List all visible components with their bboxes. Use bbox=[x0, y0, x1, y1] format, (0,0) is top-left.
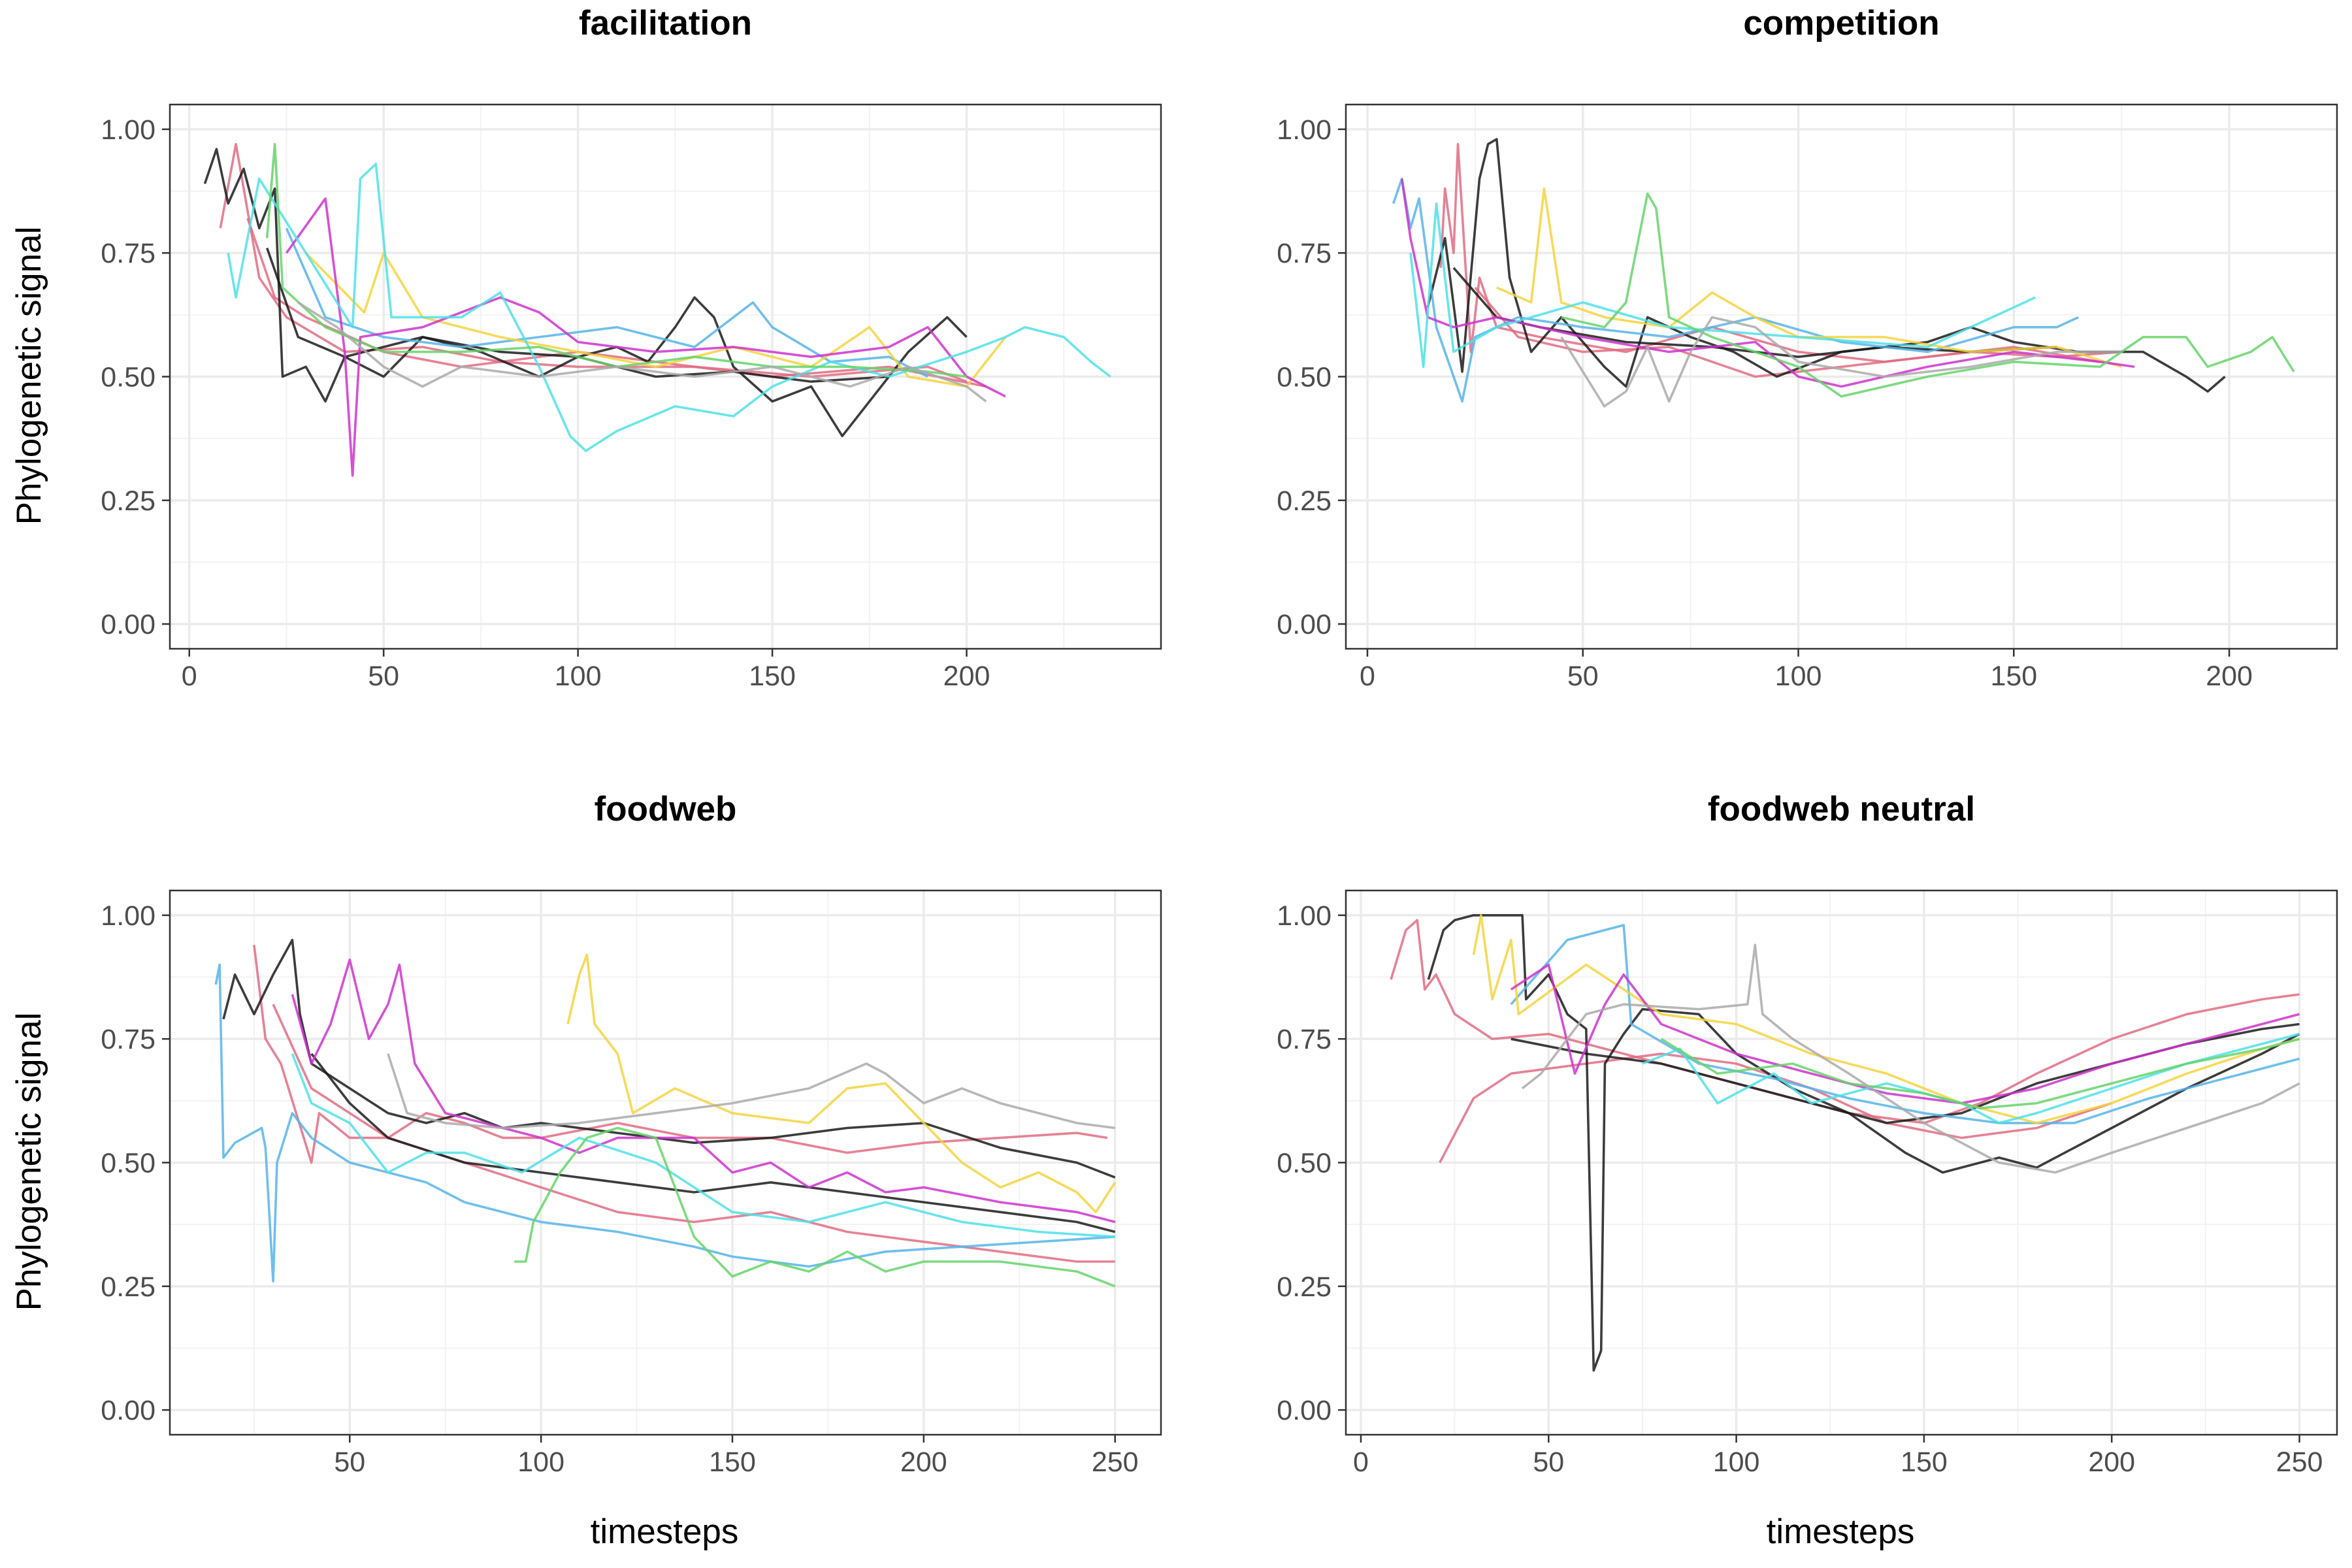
series-line-cyan bbox=[291, 1053, 1115, 1238]
y-axis-label-bottom: Phylogenetic signal bbox=[10, 1013, 48, 1311]
series-line-grey bbox=[1521, 943, 2300, 1174]
y-tick-label: 1.00 bbox=[1277, 114, 1331, 146]
y-tick-label: 0.25 bbox=[1277, 485, 1331, 517]
y-tick-label: 0.75 bbox=[1277, 1024, 1331, 1055]
series-line-blue bbox=[1392, 177, 2080, 403]
panel-0: 0 50 100 150 200 0.00 0.25 0.50 0.75 1.00 facilita… bbox=[101, 4, 1162, 692]
y-tick-label: 0.00 bbox=[101, 609, 155, 640]
y-tick-label: 0.75 bbox=[101, 1024, 155, 1055]
series-line-black bbox=[203, 148, 968, 438]
y-tick-label: 0.25 bbox=[101, 485, 155, 517]
series-line-black bbox=[266, 248, 889, 383]
x-tick-label: 50 bbox=[368, 661, 399, 692]
series-line-black bbox=[222, 938, 1116, 1179]
x-tick-label: 150 bbox=[709, 1446, 756, 1478]
series-line-green bbox=[265, 142, 967, 378]
y-axis-label-top: Phylogenetic signal bbox=[10, 227, 48, 525]
x-tick-label: 50 bbox=[334, 1446, 365, 1478]
y-tick-label: 0.25 bbox=[1277, 1271, 1331, 1303]
series-line-green bbox=[1660, 1037, 2300, 1109]
series-line-cyan bbox=[1409, 202, 2036, 368]
series-line-yellow bbox=[304, 252, 1007, 388]
panel-title: facilitation bbox=[579, 4, 752, 42]
y-tick-label: 0.50 bbox=[1277, 1148, 1331, 1179]
y-tick-label: 0.00 bbox=[1277, 1395, 1331, 1426]
x-tick-label: 100 bbox=[1713, 1446, 1760, 1478]
x-tick-label: 100 bbox=[517, 1446, 564, 1478]
x-tick-label: 100 bbox=[555, 661, 602, 692]
series-line-green bbox=[1561, 192, 2295, 398]
panel-title: foodweb neutral bbox=[1708, 790, 1975, 828]
series-line-grey bbox=[387, 1053, 1115, 1130]
x-tick-label: 200 bbox=[900, 1446, 947, 1478]
x-tick-label: 150 bbox=[1901, 1446, 1948, 1478]
series-group bbox=[203, 142, 1111, 477]
y-tick-label: 1.00 bbox=[1277, 900, 1331, 932]
x-tick-label: 0 bbox=[182, 661, 197, 692]
series-group bbox=[1390, 914, 2300, 1372]
series-line-black bbox=[1427, 914, 2300, 1372]
series-line-grey bbox=[297, 301, 987, 402]
x-tick-label: 50 bbox=[1567, 661, 1599, 692]
y-tick-label: 0.25 bbox=[101, 1271, 155, 1303]
panel-1: 0 50 100 150 200 0.00 0.25 0.50 0.75 1.00 competit… bbox=[1277, 4, 2338, 692]
x-tick-label: 50 bbox=[1533, 1446, 1564, 1478]
series-line-pink bbox=[246, 218, 987, 388]
series-line-pink bbox=[253, 945, 1108, 1164]
series-line-yellow bbox=[1496, 187, 2122, 368]
y-tick-label: 0.50 bbox=[101, 1148, 155, 1179]
series-line-magenta bbox=[1400, 178, 2135, 388]
panel-title: competition bbox=[1743, 4, 1939, 42]
series-group bbox=[214, 938, 1117, 1288]
x-tick-label: 0 bbox=[1353, 1446, 1369, 1478]
y-tick-label: 0.00 bbox=[101, 1395, 155, 1426]
x-tick-label: 250 bbox=[2276, 1446, 2323, 1478]
y-tick-label: 1.00 bbox=[101, 114, 155, 146]
series-group bbox=[1392, 138, 2295, 408]
panel-2: 50 100 150 200 250 0.00 0.25 0.50 0.75 1.00 foodwe… bbox=[101, 790, 1162, 1478]
series-line-blue bbox=[1510, 924, 2300, 1124]
series-line-grey bbox=[1560, 316, 2122, 408]
y-tick-label: 0.00 bbox=[1277, 609, 1331, 640]
y-tick-label: 0.50 bbox=[1277, 362, 1331, 393]
series-line-magenta bbox=[286, 197, 1006, 477]
series-line-magenta bbox=[291, 958, 1116, 1224]
x-tick-label: 200 bbox=[943, 661, 990, 692]
x-tick-label: 0 bbox=[1360, 661, 1375, 692]
series-line-pink bbox=[1439, 1053, 2112, 1164]
series-line-black bbox=[310, 1053, 1116, 1233]
y-tick-label: 0.75 bbox=[101, 238, 155, 269]
panel-3: 0 50 100 150 200 250 0.00 0.25 0.50 0.75 1.00 foodw… bbox=[1277, 790, 2338, 1478]
x-tick-label: 250 bbox=[1092, 1446, 1139, 1478]
series-line-yellow bbox=[1472, 914, 2300, 1124]
y-tick-label: 0.50 bbox=[101, 362, 155, 393]
panel-title: foodweb bbox=[595, 790, 737, 828]
series-line-green bbox=[514, 1126, 1116, 1288]
series-line-cyan bbox=[227, 163, 1111, 452]
x-tick-label: 200 bbox=[2206, 661, 2253, 692]
series-line-yellow bbox=[566, 953, 1117, 1213]
x-tick-label: 200 bbox=[2088, 1446, 2135, 1478]
x-axis-label-left: timesteps bbox=[591, 1512, 739, 1551]
series-line-magenta bbox=[1510, 963, 2300, 1105]
x-tick-label: 150 bbox=[749, 661, 796, 692]
x-tick-label: 150 bbox=[1990, 661, 2037, 692]
y-tick-label: 1.00 bbox=[101, 900, 155, 932]
x-tick-label: 100 bbox=[1775, 661, 1822, 692]
x-axis-label-right: timesteps bbox=[1767, 1512, 1915, 1551]
series-line-pink bbox=[219, 142, 968, 383]
y-tick-label: 0.75 bbox=[1277, 238, 1331, 269]
